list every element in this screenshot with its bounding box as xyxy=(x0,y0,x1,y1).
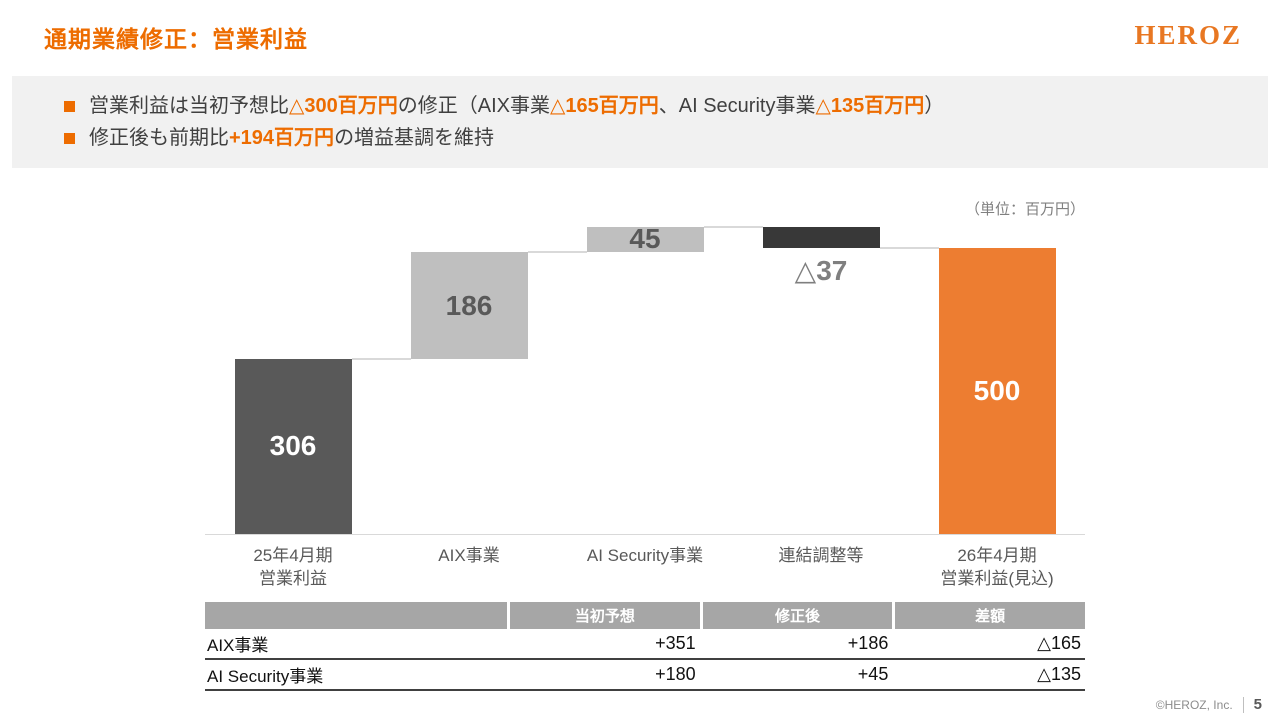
bullet-segment-highlight: △135百万円 xyxy=(815,95,925,117)
summary-bullet: 修正後も前期比+194百万円の増益基調を維持 xyxy=(36,122,1244,154)
row-label: AIX事業 xyxy=(207,636,269,655)
bar-value-label: 500 xyxy=(973,374,1021,406)
row-initial-value: +180 xyxy=(655,664,696,684)
bullet-segment: 修正後も前期比 xyxy=(89,127,229,149)
table-row: AIX事業 +351 +186 △165 xyxy=(205,629,1085,660)
row-diff-value: △165 xyxy=(1037,633,1082,653)
bullet-segment: 営業利益は当初予想比 xyxy=(89,95,289,117)
table-row: AI Security事業 +180 +45 △135 xyxy=(205,660,1085,691)
x-axis-label: 25年4月期 営業利益 xyxy=(253,546,333,588)
summary-banner: 営業利益は当初予想比△300百万円の修正（AIX事業△165百万円、AI Sec… xyxy=(12,76,1268,168)
table-header-row: 当初予想 修正後 差額 xyxy=(205,602,1086,629)
waterfall-chart: 306 25年4月期 営業利益 186 AIX事業 45 AI Security事業 △37… xyxy=(205,222,1085,588)
waterfall-bar xyxy=(762,226,880,248)
x-axis-label: 26年4月期 営業利益(見込) xyxy=(940,546,1054,588)
bullet-square-icon xyxy=(64,133,75,144)
row-label: AI Security事業 xyxy=(207,667,324,686)
summary-table: 当初予想 修正後 差額 AIX事業 +351 +186 △165 AI Secu… xyxy=(205,602,1086,691)
x-axis-label: AI Security事業 xyxy=(586,546,704,565)
page-number: 5 xyxy=(1253,696,1262,713)
bullet-segment-highlight: △165百万円 xyxy=(550,95,659,117)
bullet-segment-highlight: +194百万円 xyxy=(229,127,335,149)
connector-line xyxy=(703,225,763,228)
waterfall-bar xyxy=(410,252,528,359)
bullet-text: 修正後も前期比+194百万円の増益基調を維持 xyxy=(89,122,494,154)
bullet-text: 営業利益は当初予想比△300百万円の修正（AIX事業△165百万円、AI Sec… xyxy=(89,90,944,122)
row-diff-value: △135 xyxy=(1037,664,1082,684)
row-revised-value: +186 xyxy=(847,633,889,653)
waterfall-bar xyxy=(938,247,1056,534)
bar-value-label: 45 xyxy=(629,223,661,255)
bar-value-label: 306 xyxy=(269,430,317,462)
connector-line xyxy=(351,357,411,360)
table-header-empty xyxy=(205,602,507,629)
connector-line xyxy=(879,246,939,249)
table-header-initial: 当初予想 xyxy=(507,602,700,629)
table-header-revised: 修正後 xyxy=(699,602,893,629)
x-axis-label: AIX事業 xyxy=(438,546,500,565)
heroz-logo: HEROZ xyxy=(1134,20,1242,50)
bullet-segment: 、AI Security事業 xyxy=(658,95,816,117)
page-title: 通期業績修正：営業利益 xyxy=(44,26,308,52)
bullet-segment: ） xyxy=(924,95,945,117)
bullet-segment-highlight: △300百万円 xyxy=(289,95,398,117)
row-initial-value: +351 xyxy=(655,633,696,653)
chart-unit-label: （単位：百万円） xyxy=(964,201,1085,218)
waterfall-bar xyxy=(586,226,704,253)
bullet-segment: の修正（AIX事業 xyxy=(397,95,550,117)
bullet-square-icon xyxy=(64,101,75,112)
bullet-segment: の増益基調を維持 xyxy=(334,127,495,149)
footer: ©HEROZ, Inc. 5 xyxy=(1156,696,1262,713)
x-axis-label: 連結調整等 xyxy=(778,546,864,565)
connector-line xyxy=(527,251,587,254)
bar-value-label: △37 xyxy=(794,254,848,286)
waterfall-bar xyxy=(234,358,352,534)
footer-divider xyxy=(1242,696,1244,713)
row-revised-value: +45 xyxy=(857,664,889,684)
table-header-diff: 差額 xyxy=(892,602,1086,629)
copyright-text: ©HEROZ, Inc. xyxy=(1155,697,1233,712)
bar-value-label: 186 xyxy=(445,289,493,321)
summary-bullet: 営業利益は当初予想比△300百万円の修正（AIX事業△165百万円、AI Sec… xyxy=(36,90,1244,122)
